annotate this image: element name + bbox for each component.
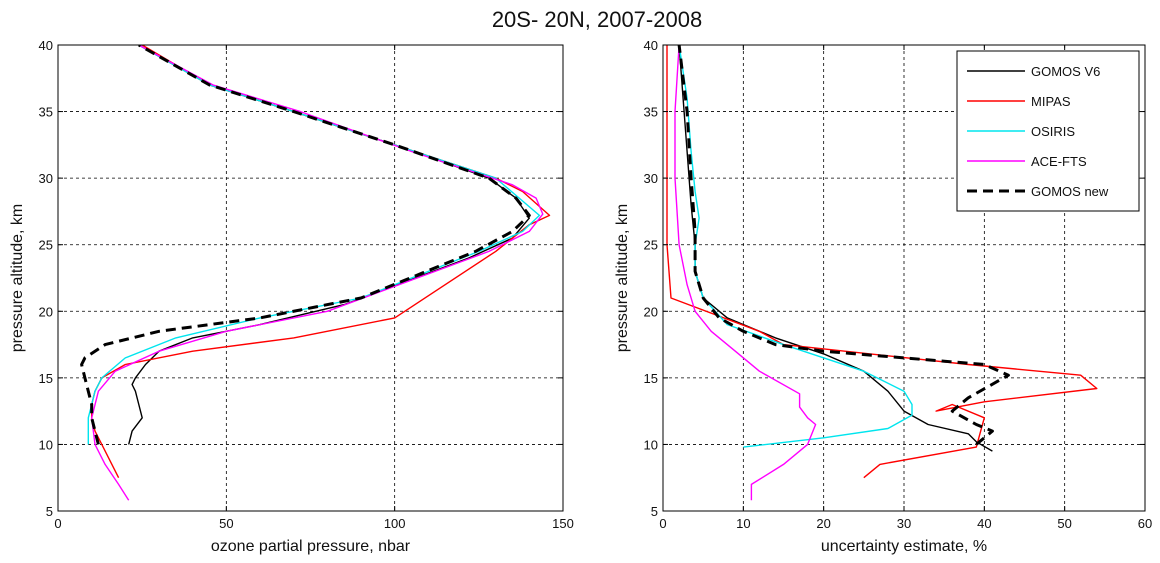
series-line-ace-fts (90, 45, 544, 501)
y-tick-label: 5 (651, 504, 658, 519)
series-line-gomos-new (677, 45, 1010, 446)
y-tick-label: 40 (644, 38, 658, 53)
y-axis-label: pressure altitude, km (9, 204, 26, 353)
series-line-ace-fts (674, 45, 817, 501)
x-tick-label: 0 (659, 516, 666, 531)
legend-label: GOMOS new (1031, 184, 1109, 199)
series-line-gomos-v6 (678, 45, 993, 452)
y-axis-label: pressure altitude, km (614, 204, 631, 353)
x-tick-label: 150 (552, 516, 574, 531)
x-tick-label: 100 (384, 516, 406, 531)
legend-label: MIPAS (1031, 94, 1071, 109)
y-tick-label: 15 (39, 371, 53, 386)
left-panel-ozone-profile: 0 50 100 150 5 10 15 20 25 30 35 40 ozone partial pr… (9, 38, 574, 555)
figure-title: 20S- 20N, 2007-2008 (492, 7, 702, 32)
right-panel-uncertainty: 0 10 20 30 40 50 60 5 10 15 20 25 30 35 40 uncertainty … (614, 38, 1152, 555)
series-line-osiris (678, 45, 913, 448)
y-tick-label: 10 (39, 437, 53, 452)
x-tick-label: 40 (977, 516, 991, 531)
legend: GOMOS V6 MIPAS OSIRIS ACE-FTS GOMOS new (956, 50, 1140, 212)
x-tick-label: 30 (897, 516, 911, 531)
y-tick-label: 10 (644, 437, 658, 452)
legend-label: OSIRIS (1031, 124, 1075, 139)
y-tick-label: 20 (39, 304, 53, 319)
y-tick-label: 35 (39, 105, 53, 120)
y-tick-label: 15 (644, 371, 658, 386)
x-tick-label: 20 (816, 516, 830, 531)
x-tick-label: 10 (736, 516, 750, 531)
y-tick-label: 30 (644, 171, 658, 186)
x-axis-label: uncertainty estimate, % (821, 538, 987, 555)
series-group (666, 45, 1098, 501)
y-tick-label: 25 (39, 238, 53, 253)
x-axis-label: ozone partial pressure, nbar (211, 538, 411, 555)
y-tick-label: 25 (644, 238, 658, 253)
y-tick-label: 5 (46, 504, 53, 519)
legend-label: GOMOS V6 (1031, 64, 1100, 79)
y-tick-label: 30 (39, 171, 53, 186)
x-tick-label: 60 (1138, 516, 1152, 531)
x-tick-label: 0 (54, 516, 61, 531)
plot-area (58, 45, 563, 511)
x-tick-label: 50 (219, 516, 233, 531)
series-group (80, 45, 551, 501)
y-tick-label: 35 (644, 105, 658, 120)
y-tick-label: 20 (644, 304, 658, 319)
axes-box (57, 44, 564, 512)
y-tick-label: 40 (39, 38, 53, 53)
x-tick-label: 50 (1057, 516, 1071, 531)
legend-label: ACE-FTS (1031, 154, 1087, 169)
